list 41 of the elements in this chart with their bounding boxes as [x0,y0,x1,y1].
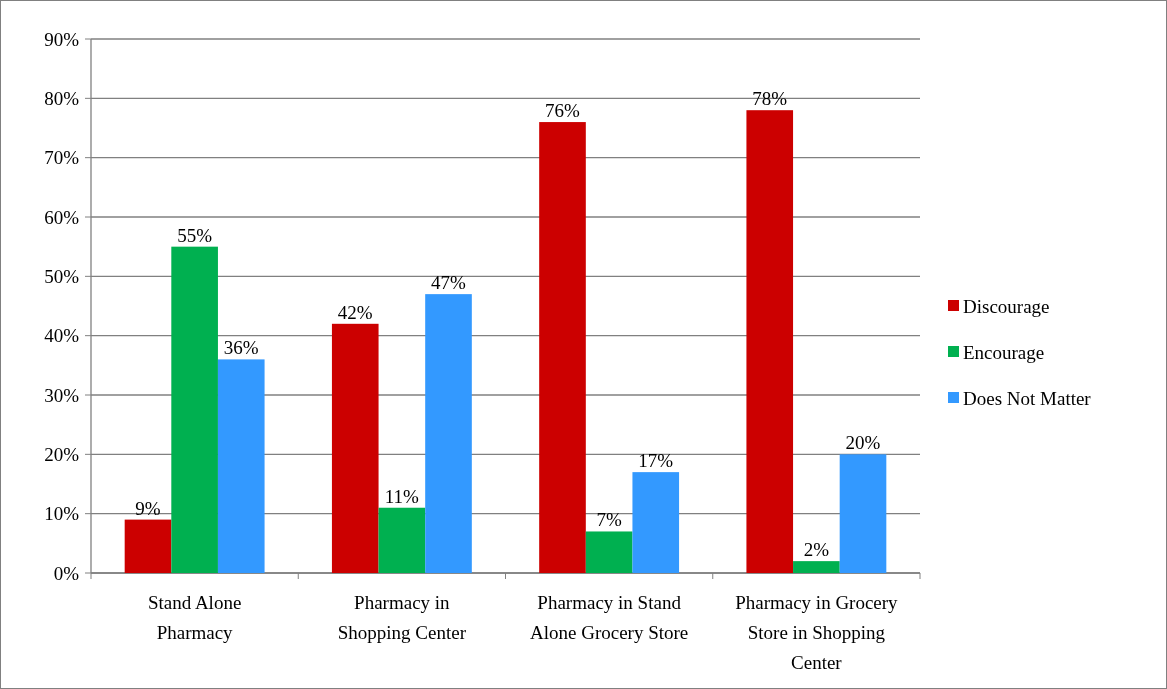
data-label: 47% [431,272,467,294]
bar [124,519,172,573]
data-label: 78% [752,88,788,110]
x-tick-label: Pharmacy in Shopping Center [337,592,467,643]
bar [331,323,379,573]
bar [585,531,633,573]
bar [378,507,426,573]
x-tick-label: Stand Alone Pharmacy [147,592,242,643]
y-tick-label: 50% [44,265,80,287]
data-label: 17% [638,450,674,472]
bar [746,110,794,573]
y-tick-label: 20% [44,443,80,465]
legend-label: Discourage [963,295,1050,317]
y-tick-label: 10% [44,503,80,525]
y-tick-label: 70% [44,147,80,169]
y-tick-label: 80% [44,87,80,109]
data-label: 11% [384,485,420,507]
x-tick-label: Pharmacy in Stand Alone Grocery Store [529,592,689,643]
bar [839,454,887,573]
x-tick-label: Pharmacy in Grocery Store in Shopping Center [735,592,899,673]
data-label: 7% [596,509,622,531]
data-label: 76% [545,100,581,122]
bar [539,122,586,573]
bar [217,359,265,573]
bar [793,561,840,573]
y-tick-label: 30% [44,384,80,406]
data-label: 20% [845,432,881,454]
data-label: 36% [223,337,259,359]
data-label: 9% [135,497,161,519]
y-tick-label: 60% [44,206,80,228]
data-label: 2% [803,539,830,561]
y-tick-label: 90% [44,28,80,50]
data-label: 55% [177,224,213,246]
data-label: 42% [337,301,373,323]
bar [171,246,218,573]
y-tick-label: 40% [44,325,80,347]
bar [632,472,680,573]
y-tick-label: 0% [53,562,80,584]
bar [425,294,472,573]
legend-label: Does Not Matter [963,387,1092,409]
legend-label: Encourage [963,341,1045,363]
